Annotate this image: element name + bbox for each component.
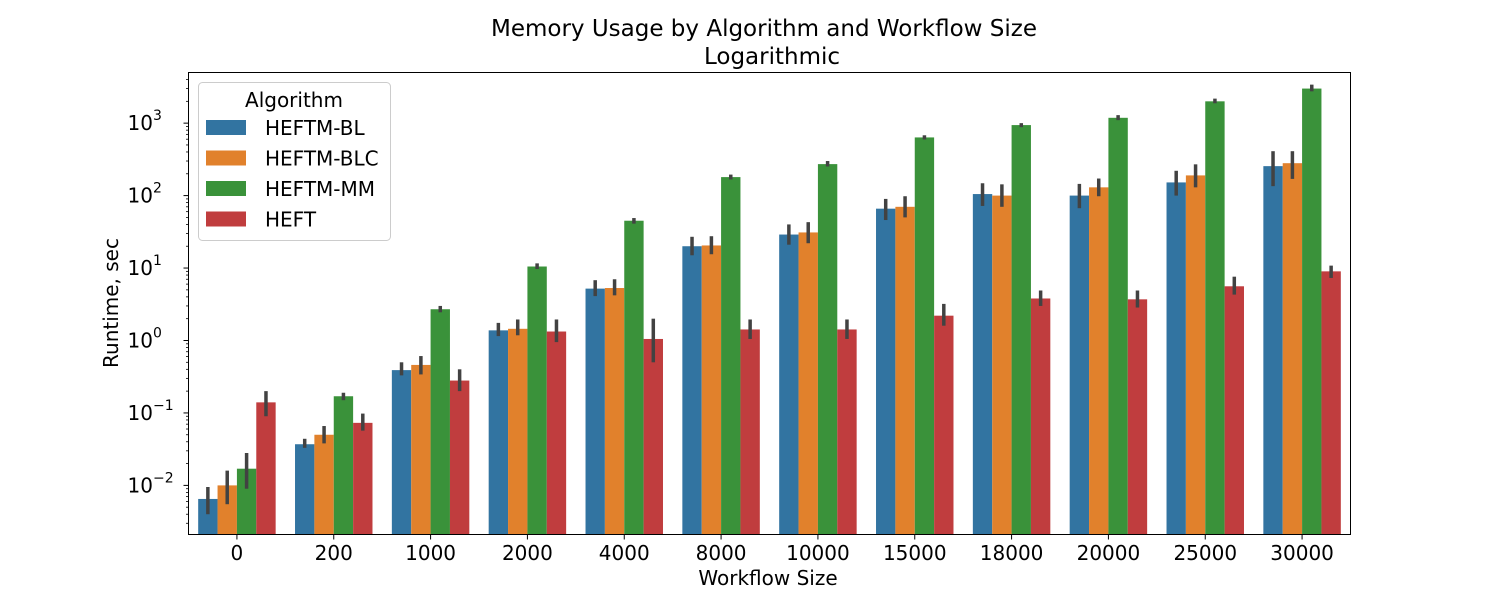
chart-title: Memory Usage by Algorithm and Workflow S… — [491, 16, 1037, 42]
x-tick-label: 18000 — [980, 541, 1044, 565]
x-tick-label: 20000 — [1077, 541, 1141, 565]
x-tick-label: 2000 — [502, 541, 553, 565]
legend-label: HEFT — [265, 208, 317, 232]
bar — [740, 329, 760, 535]
bar — [430, 309, 450, 535]
bar — [1302, 88, 1322, 535]
x-tick-label: 4000 — [599, 541, 650, 565]
bar — [1069, 195, 1090, 535]
y-tick-label: 10 — [128, 256, 153, 280]
legend-swatch — [206, 150, 246, 166]
bar — [198, 498, 218, 535]
bar — [624, 220, 644, 535]
legend-swatch — [206, 181, 246, 196]
bar — [1263, 166, 1283, 535]
bar — [682, 246, 702, 535]
y-tick-exponent: −2 — [153, 470, 174, 486]
x-tick-label: 1000 — [405, 541, 456, 565]
y-tick-label: 10 — [128, 184, 153, 208]
y-tick-exponent: 3 — [153, 108, 162, 124]
bar — [1011, 125, 1031, 535]
bar — [992, 195, 1012, 535]
bar — [527, 266, 547, 535]
plot-frame — [188, 72, 1351, 535]
bar — [488, 330, 509, 535]
bar — [1166, 182, 1186, 535]
bar — [876, 208, 896, 535]
bar — [604, 288, 625, 535]
legend-title: Algorithm — [245, 88, 343, 112]
y-tick-label: 10 — [128, 328, 153, 352]
bar — [1205, 101, 1225, 535]
x-tick-label: 10000 — [786, 541, 850, 565]
error-bars-layer — [206, 84, 1333, 515]
chart-subtitle: Logarithmic — [704, 44, 840, 70]
legend-swatch — [206, 120, 246, 135]
x-tick-label: 8000 — [696, 541, 747, 565]
bar — [1108, 117, 1128, 535]
bar — [333, 396, 354, 535]
bar — [895, 206, 915, 535]
bar — [256, 402, 276, 535]
bar — [721, 177, 741, 535]
y-axis-label: Runtime, sec — [99, 238, 123, 368]
bar — [585, 288, 605, 535]
legend: Algorithm HEFTM-BL HEFTM-BLC HEFTM-MM HEFT — [198, 82, 391, 241]
x-axis: 0 200 1000 2000 4000 8000 10000 15000 18000 20000… — [231, 534, 1334, 565]
bar — [217, 485, 237, 535]
bar — [1030, 298, 1051, 535]
y-tick-label: 10 — [128, 111, 153, 135]
bar — [1089, 187, 1109, 535]
bar — [1224, 286, 1244, 535]
legend-items: HEFTM-BL HEFTM-BLC HEFTM-MM HEFT — [206, 116, 379, 232]
bar — [643, 338, 663, 535]
x-tick-label: 15000 — [883, 541, 947, 565]
legend-label: HEFTM-BLC — [265, 147, 379, 171]
bar — [546, 331, 567, 535]
x-axis-label: Workflow Size — [698, 566, 837, 590]
bar — [1282, 163, 1303, 535]
x-tick-label: 0 — [231, 541, 244, 565]
x-tick-label: 30000 — [1270, 541, 1334, 565]
legend-swatch — [206, 211, 246, 227]
bar — [837, 329, 857, 535]
bar — [779, 234, 799, 535]
y-tick-label: 10 — [128, 473, 153, 497]
y-tick-exponent: −1 — [153, 398, 174, 414]
bar — [914, 137, 935, 535]
bar — [972, 194, 993, 535]
y-tick-exponent: 1 — [153, 253, 162, 269]
y-tick-label: 10 — [128, 401, 153, 425]
bar — [295, 444, 315, 535]
bar — [934, 315, 954, 535]
legend-label: HEFTM-MM — [265, 177, 375, 201]
x-tick-label: 25000 — [1173, 541, 1237, 565]
bar — [236, 468, 257, 535]
bar — [798, 232, 818, 535]
bar — [449, 380, 470, 535]
legend-label: HEFTM-BL — [265, 116, 366, 140]
bar — [1321, 271, 1341, 535]
bar — [701, 245, 722, 535]
bar — [817, 164, 838, 535]
y-tick-exponent: 2 — [153, 181, 162, 197]
bar — [411, 364, 431, 535]
bar — [391, 370, 412, 535]
bar — [1127, 299, 1148, 535]
x-tick-label: 200 — [315, 541, 353, 565]
bar — [1185, 175, 1206, 535]
bar — [314, 434, 334, 535]
legend-box — [198, 82, 391, 241]
bar — [508, 328, 528, 535]
y-tick-exponent: 0 — [153, 325, 162, 341]
bar — [353, 422, 373, 535]
bars-layer — [198, 88, 1341, 535]
